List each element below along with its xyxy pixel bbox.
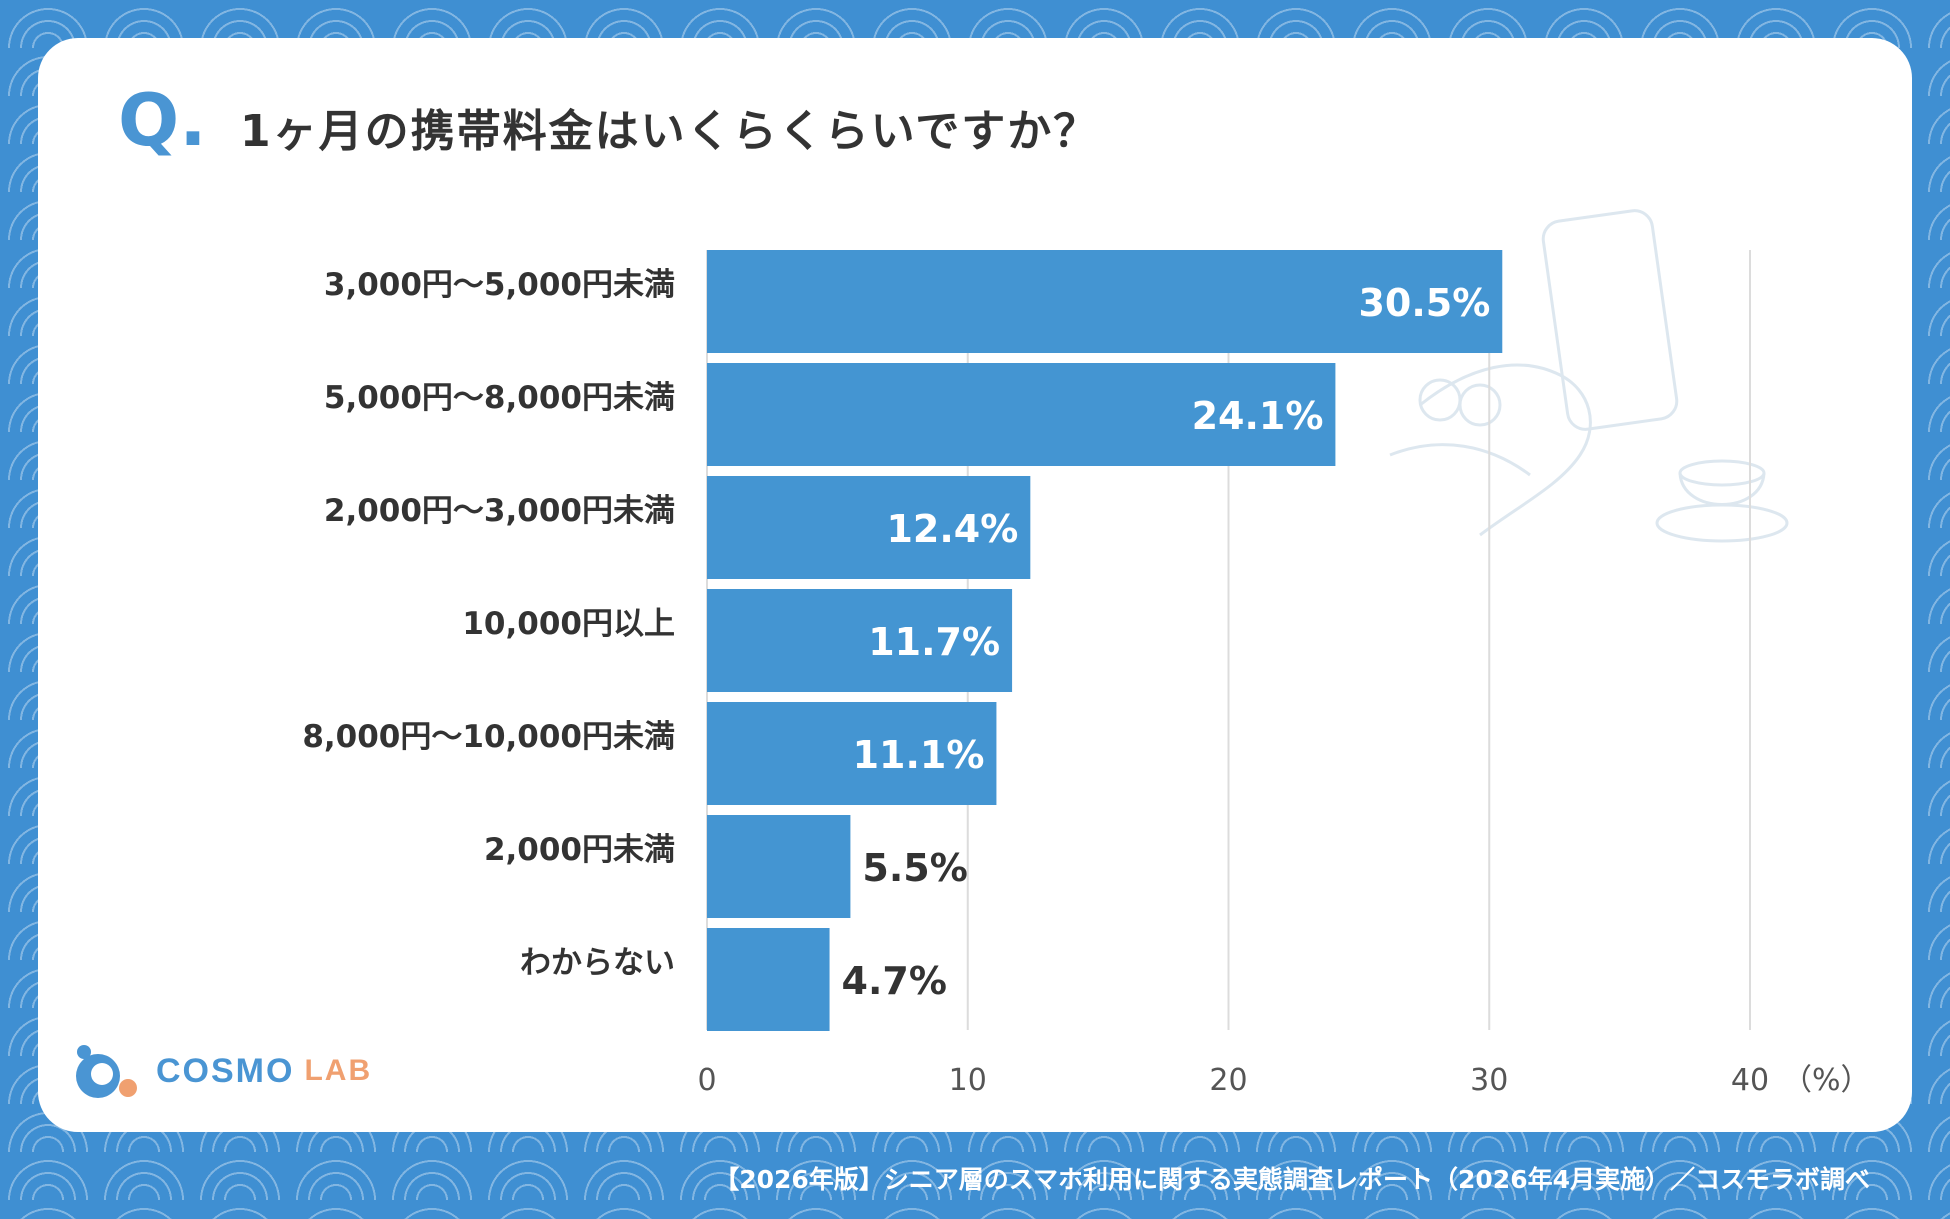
bar — [707, 476, 1031, 579]
value-label: 11.1% — [853, 733, 985, 777]
chart-card — [38, 38, 1912, 1132]
bar — [707, 815, 851, 918]
category-label: 8,000円～10,000円未満 — [302, 719, 675, 755]
value-label: 4.7% — [842, 959, 947, 1003]
bar — [707, 928, 830, 1031]
x-tick-label: 30 — [1470, 1063, 1508, 1098]
value-label: 30.5% — [1358, 281, 1490, 325]
bar — [707, 589, 1013, 692]
category-label: 5,000円～8,000円未満 — [324, 380, 675, 416]
x-tick-label: 0 — [697, 1063, 716, 1098]
x-axis-unit: （%） — [1782, 1063, 1871, 1098]
phone-and-tea-illustration — [1389, 209, 1789, 543]
question-mark: Q. — [118, 78, 207, 162]
value-label: 11.7% — [868, 620, 1000, 664]
value-label: 24.1% — [1192, 394, 1324, 438]
logo: COSMO LAB — [72, 1040, 372, 1102]
source-footer: 【2026年版】シニア層のスマホ利用に関する実態調査レポート（2026年4月実施… — [714, 1165, 1870, 1194]
value-label: 5.5% — [862, 846, 967, 890]
logo-text: COSMO — [156, 1051, 295, 1090]
bar — [707, 250, 1503, 353]
x-tick-label: 40 — [1731, 1063, 1769, 1098]
x-tick-label: 20 — [1209, 1063, 1247, 1098]
logo-subtext: LAB — [304, 1054, 373, 1087]
logo-icon — [76, 1045, 137, 1098]
bar — [707, 363, 1336, 466]
category-label: 3,000円～5,000円未満 — [324, 267, 675, 303]
category-label: 10,000円以上 — [462, 606, 675, 642]
value-label: 12.4% — [886, 507, 1018, 551]
bar — [707, 702, 997, 805]
category-label: わからない — [520, 945, 675, 981]
x-tick-label: 10 — [949, 1063, 987, 1098]
category-label: 2,000円未満 — [484, 832, 675, 868]
bar-chart: 3,000円～5,000円未満 5,000円～8,000円未満 2,000円～3,0… — [302, 250, 1871, 1098]
question-title: 1ヶ月の携帯料金はいくらくらいですか？ — [240, 106, 1100, 157]
category-label: 2,000円～3,000円未満 — [324, 493, 675, 529]
